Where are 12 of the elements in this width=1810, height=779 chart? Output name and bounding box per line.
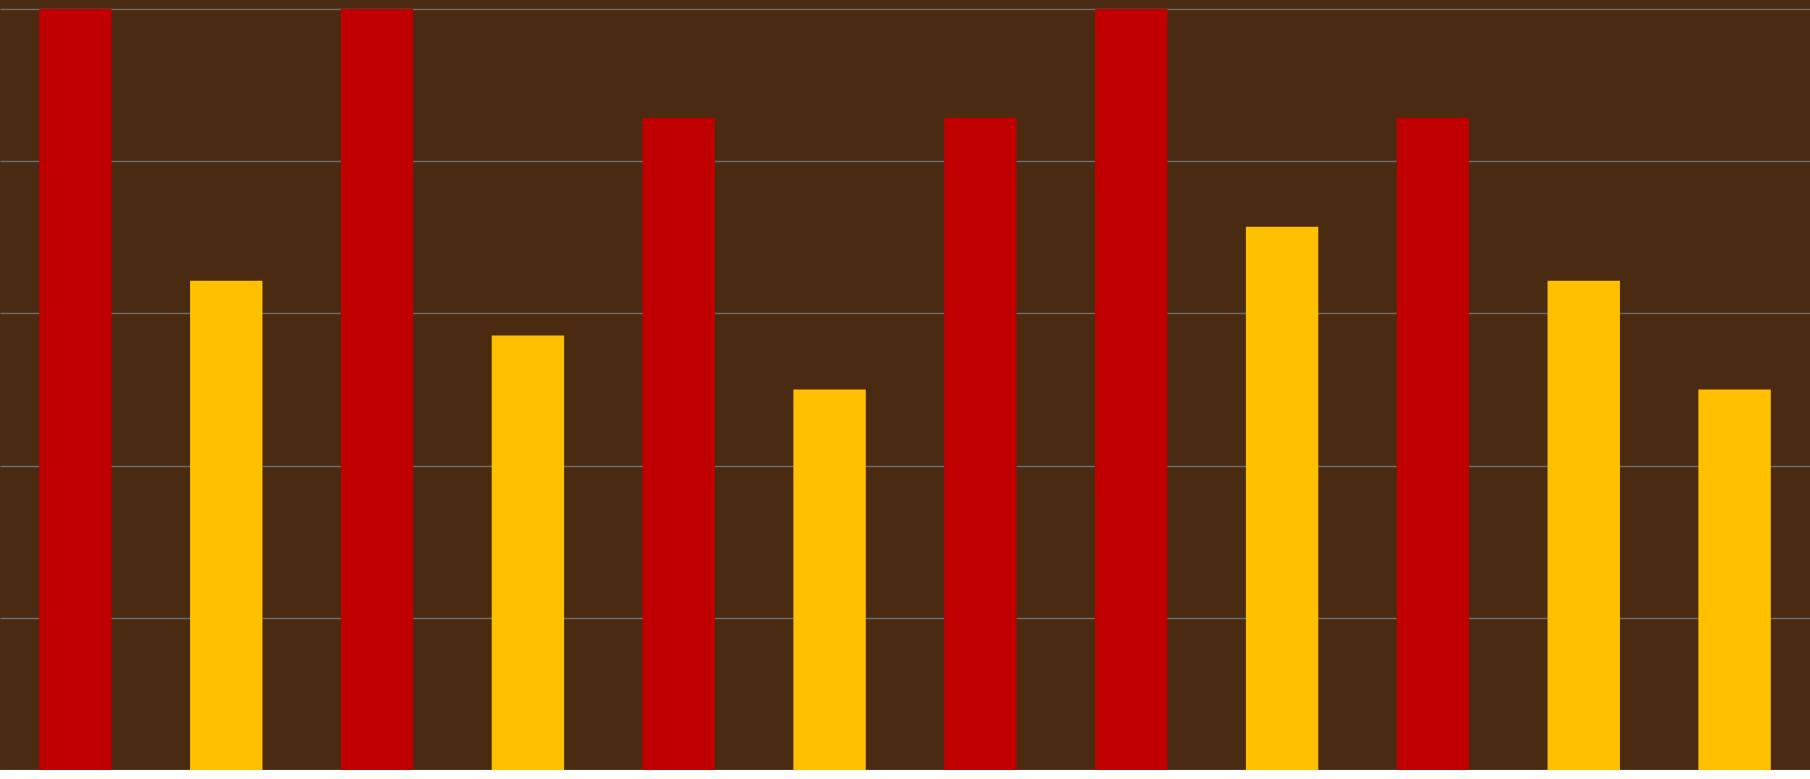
bar <box>1698 389 1771 770</box>
bar <box>793 389 866 770</box>
bar <box>491 335 565 770</box>
bar <box>190 280 263 770</box>
bar <box>642 117 715 770</box>
bar <box>39 9 112 770</box>
bar <box>1245 226 1319 770</box>
bar <box>944 117 1017 770</box>
bar <box>1547 280 1620 770</box>
bar <box>340 9 414 770</box>
bar <box>1095 9 1168 770</box>
bar <box>1396 117 1470 770</box>
